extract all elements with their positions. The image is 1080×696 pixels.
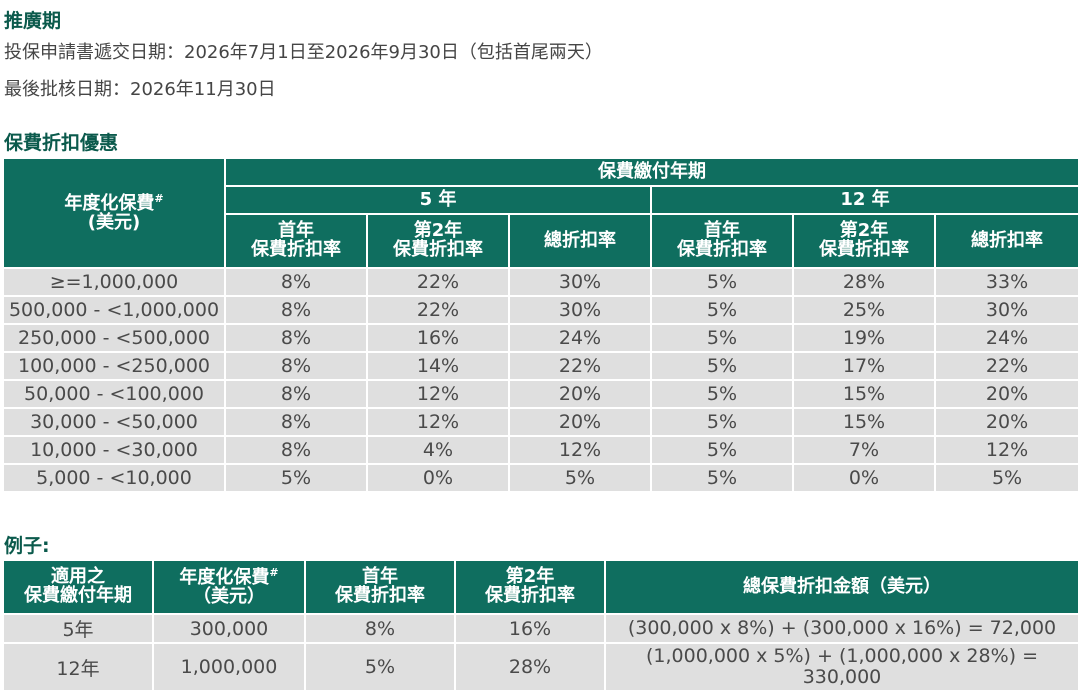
rate-cell: 0% bbox=[366, 463, 510, 493]
calculation-cell: (300,000 x 8%) + (300,000 x 16%) = 72,00… bbox=[604, 613, 1080, 644]
premium-band-cell: 30,000 - <50,000 bbox=[2, 407, 226, 437]
example-cell: 16% bbox=[454, 613, 606, 644]
term-5-header: 5 年 bbox=[224, 185, 652, 215]
rate-cell: 14% bbox=[366, 351, 510, 381]
rate-cell: 5% bbox=[650, 295, 794, 325]
example-cell: 5年 bbox=[2, 613, 154, 644]
rate-cell: 12% bbox=[933, 435, 1080, 465]
example-title: 例子: bbox=[4, 535, 50, 557]
rate-cell: 17% bbox=[792, 351, 936, 381]
rate-cell: 5% bbox=[224, 463, 368, 493]
rate-cell: 15% bbox=[792, 379, 936, 409]
rate-cell: 8% bbox=[224, 295, 368, 325]
rate-cell: 19% bbox=[792, 323, 936, 353]
first-year-rate-header: 首年 保費折扣率 bbox=[224, 213, 368, 269]
rate-cell: 5% bbox=[933, 463, 1080, 493]
rate-cell: 22% bbox=[933, 351, 1080, 381]
discount-title: 保費折扣優惠 bbox=[4, 132, 119, 154]
premium-band-cell: 5,000 - <10,000 bbox=[2, 463, 226, 493]
rate-cell: 20% bbox=[933, 379, 1080, 409]
first-year-rate-header: 首年 保費折扣率 bbox=[650, 213, 794, 269]
total-discount-amount-header: 總保費折扣金額（美元） bbox=[604, 559, 1080, 615]
approval-deadline-text: 最後批核日期：2026年11月30日 bbox=[4, 79, 276, 100]
discount-table: 年度化保費# (美元) 保費繳付年期 5 年 12 年 首年 保費折扣率 第2年保… bbox=[2, 157, 1080, 493]
calculation-cell: (1,000,000 x 5%) + (1,000,000 x 28%) = 3… bbox=[604, 642, 1080, 692]
rate-cell: 4% bbox=[366, 435, 510, 465]
second-year-rate-header: 第2年 保費折扣率 bbox=[792, 213, 936, 269]
rate-cell: 22% bbox=[366, 267, 510, 297]
example-cell: 8% bbox=[304, 613, 456, 644]
rate-cell: 12% bbox=[508, 435, 652, 465]
example-table: 適用之 保費繳付年期 年度化保費# （美元） 首年 保費折扣率 第2年 保費折扣率 總保… bbox=[2, 559, 1080, 692]
table-row: 5年 300,000 8% 16% (300,000 x 8%) + (300,000 … bbox=[2, 613, 1080, 644]
rate-cell: 8% bbox=[224, 435, 368, 465]
term-12-header: 12 年 bbox=[649, 185, 1080, 215]
table-row: 250,000 - <500,000 8% 16% 24% 5% 19% 24% bbox=[2, 323, 1080, 353]
annual-premium-header: 年度化保費# (美元) bbox=[2, 157, 226, 269]
premium-band-cell: 10,000 - <30,000 bbox=[2, 435, 226, 465]
applicable-term-header: 適用之 保費繳付年期 bbox=[2, 559, 154, 615]
premium-band-cell: 100,000 - <250,000 bbox=[2, 351, 226, 381]
rate-cell: 22% bbox=[366, 295, 510, 325]
rate-cell: 8% bbox=[224, 323, 368, 353]
rate-cell: 33% bbox=[933, 267, 1080, 297]
rate-cell: 5% bbox=[650, 351, 794, 381]
rate-cell: 30% bbox=[508, 295, 652, 325]
total-rate-header: 總折扣率 bbox=[508, 213, 652, 269]
table-row: 100,000 - <250,000 8% 14% 22% 5% 17% 22% bbox=[2, 351, 1080, 381]
rate-cell: 30% bbox=[508, 267, 652, 297]
payment-term-header: 保費繳付年期 bbox=[223, 157, 1080, 187]
example-cell: 5% bbox=[304, 642, 456, 692]
premium-band-cell: 50,000 - <100,000 bbox=[2, 379, 226, 409]
table-row: ≥=1,000,000 8% 22% 30% 5% 28% 33% bbox=[2, 267, 1080, 297]
rate-cell: 16% bbox=[366, 323, 510, 353]
table-row: 50,000 - <100,000 8% 12% 20% 5% 15% 20% bbox=[2, 379, 1080, 409]
annual-premium-header: 年度化保費# （美元） bbox=[152, 559, 306, 615]
rate-cell: 5% bbox=[650, 463, 794, 493]
example-cell: 12年 bbox=[2, 642, 154, 692]
rate-cell: 8% bbox=[224, 407, 368, 437]
rate-cell: 8% bbox=[224, 351, 368, 381]
premium-band-cell: 250,000 - <500,000 bbox=[2, 323, 226, 353]
rate-cell: 8% bbox=[224, 267, 368, 297]
rate-cell: 5% bbox=[650, 323, 794, 353]
rate-cell: 15% bbox=[792, 407, 936, 437]
rate-cell: 22% bbox=[508, 351, 652, 381]
rate-cell: 25% bbox=[792, 295, 936, 325]
rate-cell: 12% bbox=[366, 407, 510, 437]
table-row: 5,000 - <10,000 5% 0% 5% 5% 0% 5% bbox=[2, 463, 1080, 493]
second-year-rate-header: 第2年 保費折扣率 bbox=[366, 213, 510, 269]
second-year-rate-header: 第2年 保費折扣率 bbox=[454, 559, 606, 615]
rate-cell: 20% bbox=[508, 379, 652, 409]
table-row: 12年 1,000,000 5% 28% (1,000,000 x 5%) + (1,0… bbox=[2, 642, 1080, 692]
rate-cell: 5% bbox=[508, 463, 652, 493]
promo-title: 推廣期 bbox=[4, 10, 62, 32]
example-cell: 300,000 bbox=[152, 613, 306, 644]
rate-cell: 28% bbox=[792, 267, 936, 297]
rate-cell: 5% bbox=[650, 435, 794, 465]
table-row: 30,000 - <50,000 8% 12% 20% 5% 15% 20% bbox=[2, 407, 1080, 437]
example-cell: 1,000,000 bbox=[152, 642, 306, 692]
table-row: 500,000 - <1,000,000 8% 22% 30% 5% 25% 30% bbox=[2, 295, 1080, 325]
first-year-rate-header: 首年 保費折扣率 bbox=[304, 559, 456, 615]
rate-cell: 5% bbox=[650, 379, 794, 409]
application-period-text: 投保申請書遞交日期：2026年7月1日至2026年9月30日（包括首尾兩天） bbox=[4, 42, 603, 63]
rate-cell: 24% bbox=[933, 323, 1080, 353]
rate-cell: 20% bbox=[508, 407, 652, 437]
rate-cell: 8% bbox=[224, 379, 368, 409]
rate-cell: 30% bbox=[933, 295, 1080, 325]
premium-band-cell: 500,000 - <1,000,000 bbox=[2, 295, 226, 325]
rate-cell: 5% bbox=[650, 407, 794, 437]
rate-cell: 5% bbox=[650, 267, 794, 297]
rate-cell: 20% bbox=[933, 407, 1080, 437]
rate-cell: 24% bbox=[508, 323, 652, 353]
rate-cell: 0% bbox=[792, 463, 936, 493]
rate-cell: 7% bbox=[792, 435, 936, 465]
premium-band-cell: ≥=1,000,000 bbox=[2, 267, 226, 297]
total-rate-header: 總折扣率 bbox=[933, 213, 1080, 269]
example-cell: 28% bbox=[454, 642, 606, 692]
table-row: 10,000 - <30,000 8% 4% 12% 5% 7% 12% bbox=[2, 435, 1080, 465]
rate-cell: 12% bbox=[366, 379, 510, 409]
